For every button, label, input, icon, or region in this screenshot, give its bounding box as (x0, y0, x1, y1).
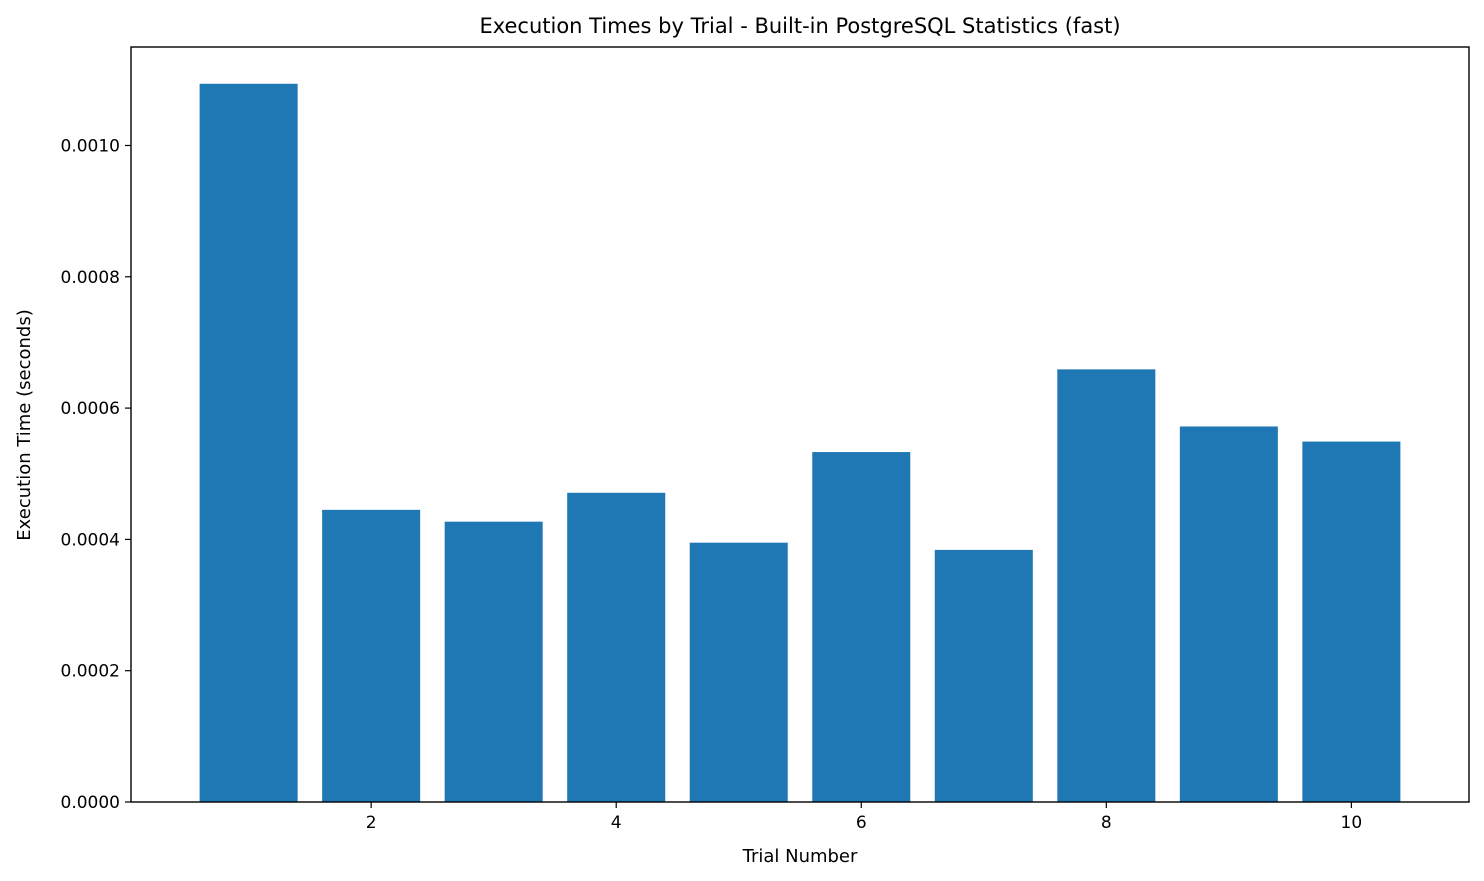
x-tick-label: 2 (366, 813, 377, 833)
x-tick-label: 6 (856, 813, 867, 833)
x-tick-label: 8 (1101, 813, 1112, 833)
chart-title: Execution Times by Trial - Built-in Post… (479, 14, 1120, 38)
y-tick-label: 0.0008 (61, 268, 120, 288)
y-tick-label: 0.0010 (61, 136, 120, 156)
y-axis-title: Execution Time (seconds) (14, 309, 35, 540)
plot-frame (130, 46, 1470, 803)
bar-trial-6 (812, 452, 911, 802)
y-tick-label: 0.0002 (61, 662, 120, 682)
x-tick-label: 4 (611, 813, 622, 833)
y-axis-ticks: 0.0000 0.0002 0.0004 0.0006 0.0008 0.0010 (61, 136, 131, 813)
bar-trial-3 (444, 521, 543, 802)
bar-trial-2 (322, 509, 421, 802)
x-axis-title: Trial Number (742, 846, 858, 867)
x-axis-ticks: 2 4 6 8 10 (366, 802, 1362, 833)
bar-trial-8 (1057, 369, 1156, 802)
bar-trial-5 (689, 542, 788, 802)
bar-trial-7 (934, 549, 1033, 802)
bar-trial-9 (1179, 426, 1278, 802)
x-tick-label: 10 (1341, 813, 1363, 833)
y-tick-label: 0.0006 (61, 399, 120, 419)
bars-group (199, 83, 1401, 803)
y-tick-label: 0.0004 (61, 530, 120, 550)
bar-trial-1 (199, 83, 298, 803)
bar-trial-4 (567, 492, 666, 802)
bar-trial-10 (1302, 441, 1401, 802)
y-tick-label: 0.0000 (61, 793, 120, 813)
